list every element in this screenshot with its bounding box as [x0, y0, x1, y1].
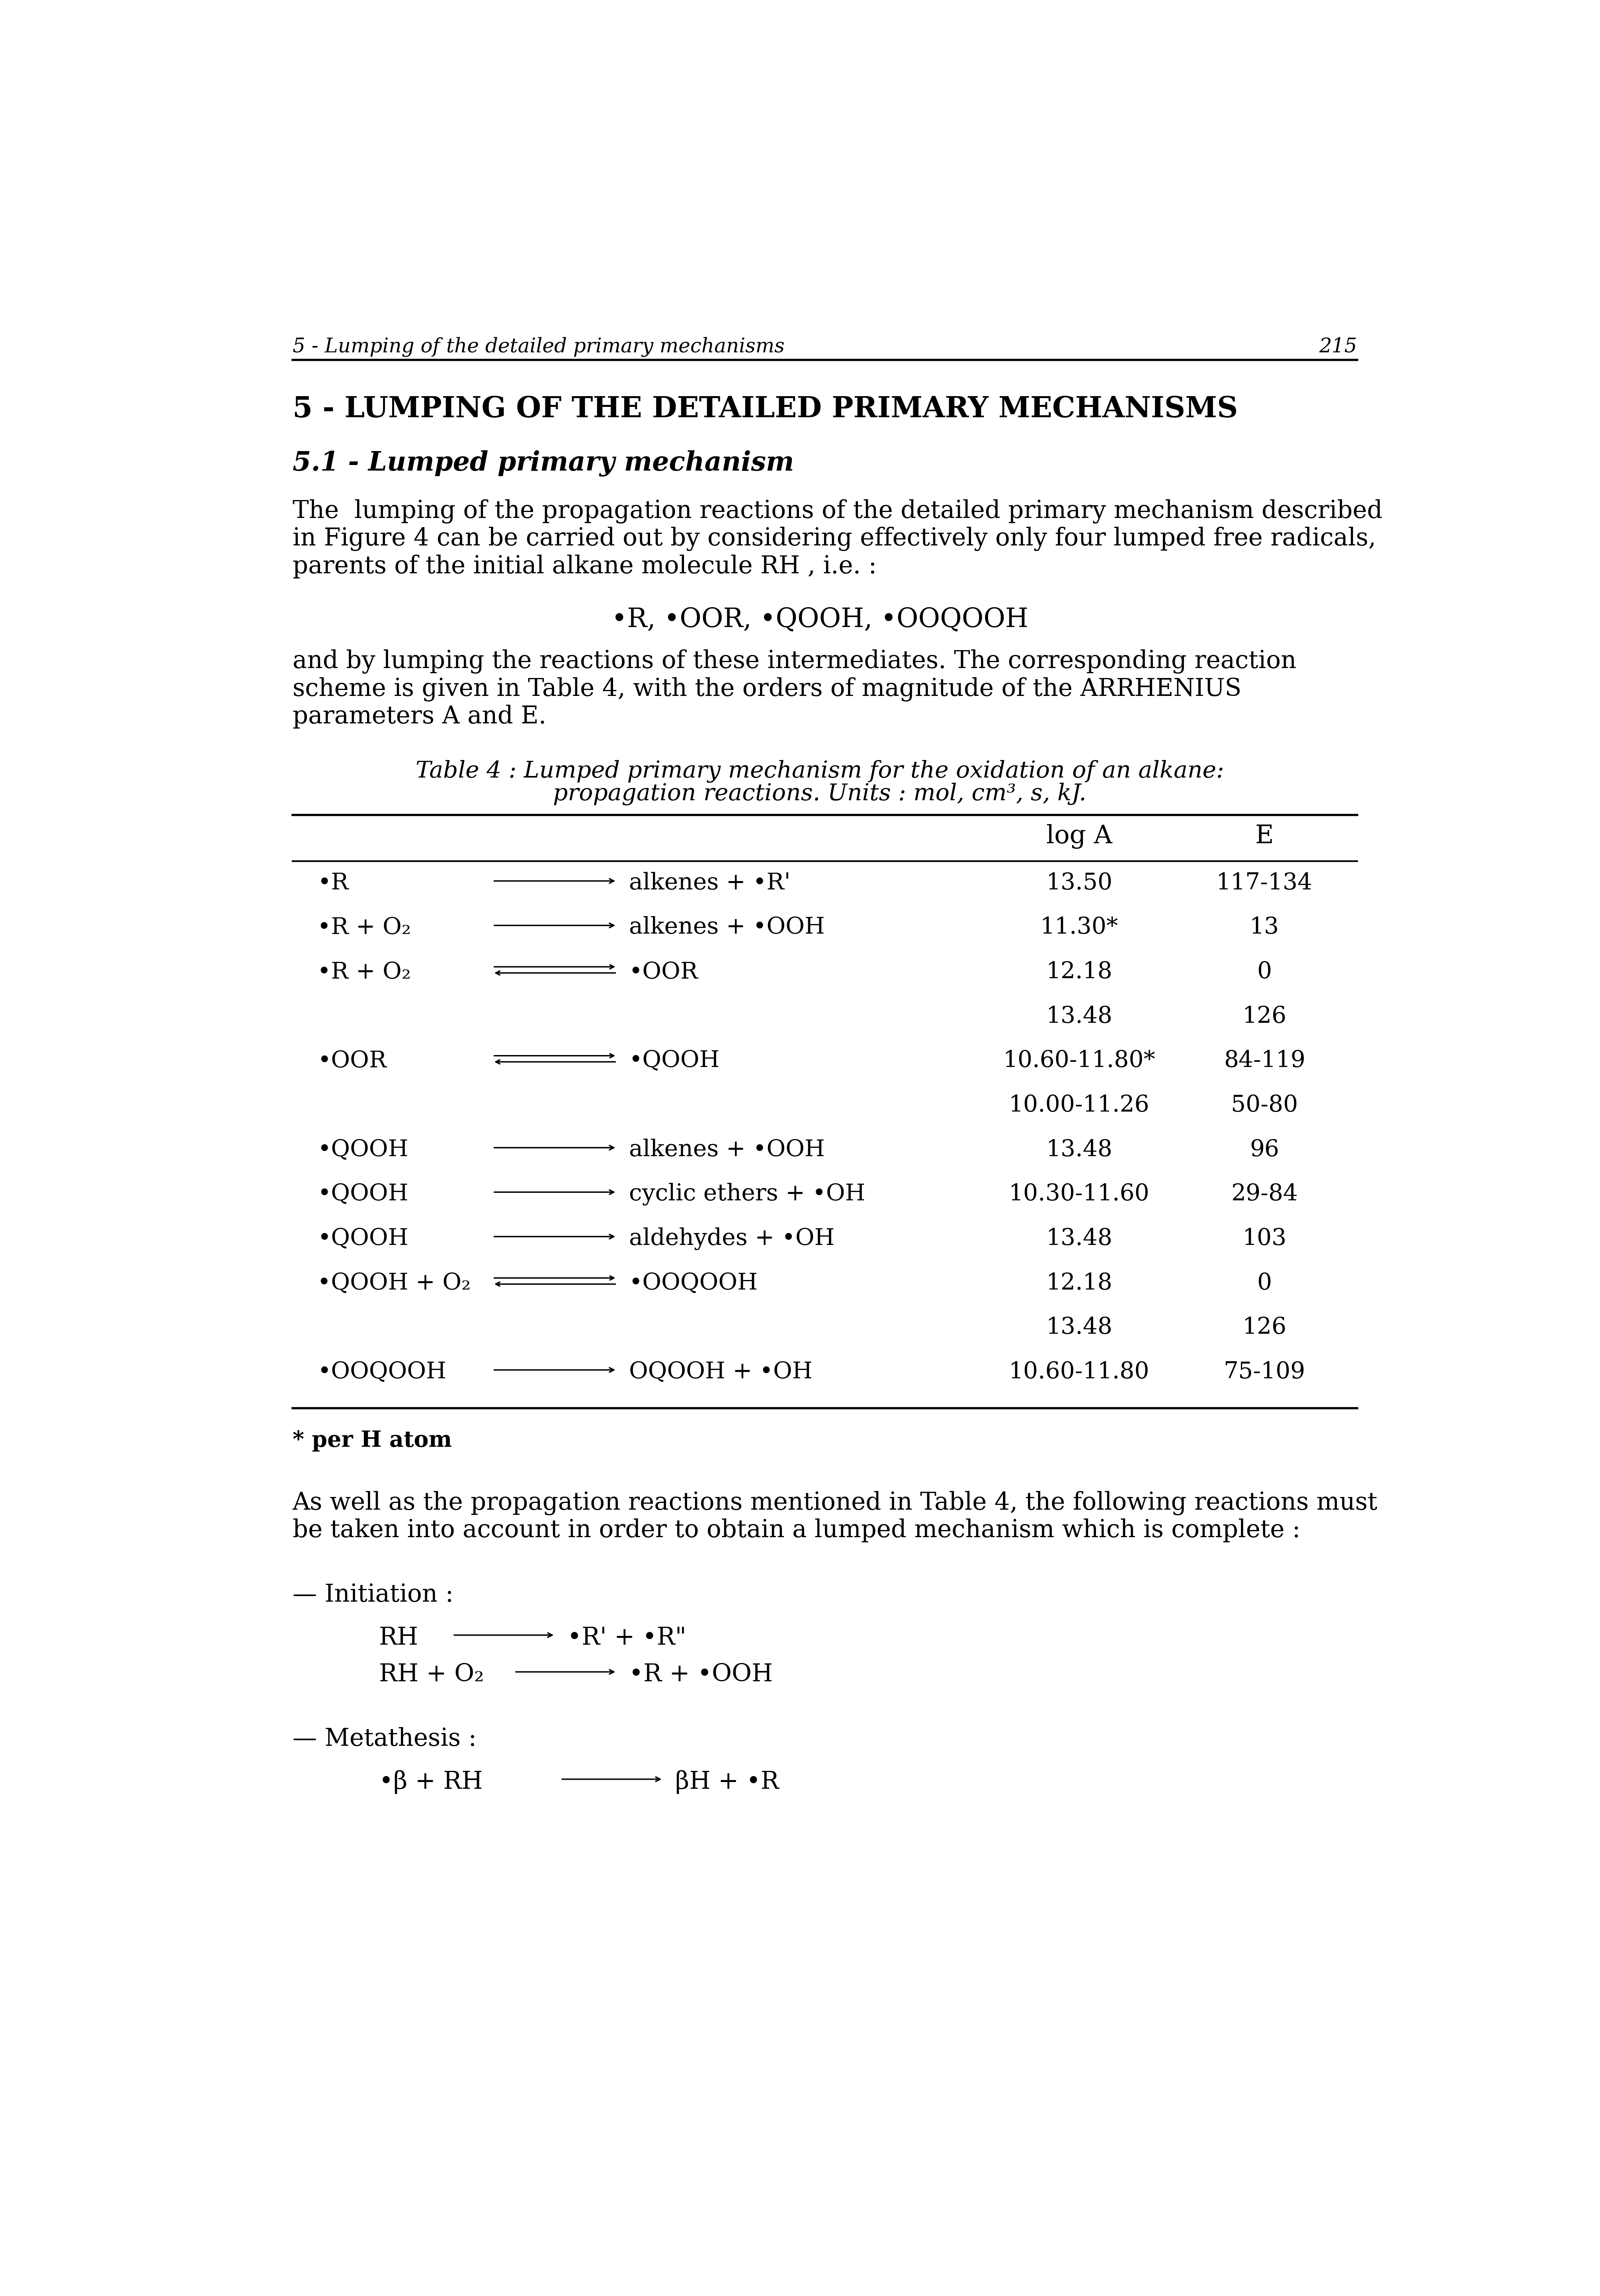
Text: 96: 96	[1250, 1139, 1278, 1162]
Text: 103: 103	[1242, 1228, 1286, 1249]
Text: scheme is given in Table 4, with the orders of magnitude of the ARRHENIUS: scheme is given in Table 4, with the ord…	[293, 677, 1242, 700]
Text: — Metathesis :: — Metathesis :	[293, 1727, 477, 1752]
Text: 13.50: 13.50	[1046, 872, 1112, 893]
Text: cyclic ethers + •OH: cyclic ethers + •OH	[629, 1182, 866, 1205]
Text: •R + O₂: •R + O₂	[317, 960, 411, 983]
Text: 117-134: 117-134	[1216, 872, 1312, 893]
Text: 126: 126	[1242, 1316, 1286, 1339]
Text: As well as the propagation reactions mentioned in Table 4, the following reactio: As well as the propagation reactions men…	[293, 1490, 1378, 1515]
Text: •QOOH: •QOOH	[629, 1049, 720, 1072]
Text: 215: 215	[1318, 338, 1357, 356]
Text: The  lumping of the propagation reactions of the detailed primary mechanism desc: The lumping of the propagation reactions…	[293, 498, 1382, 523]
Text: •OOR: •OOR	[317, 1049, 387, 1072]
Text: •QOOH: •QOOH	[317, 1228, 408, 1249]
Text: 11.30*: 11.30*	[1040, 916, 1118, 939]
Text: RH + O₂: RH + O₂	[379, 1662, 483, 1688]
Text: 12.18: 12.18	[1046, 1272, 1112, 1295]
Text: RH: RH	[379, 1626, 419, 1651]
Text: 126: 126	[1242, 1006, 1286, 1026]
Text: 50-80: 50-80	[1230, 1093, 1298, 1116]
Text: 10.60-11.80: 10.60-11.80	[1010, 1362, 1150, 1382]
Text: 13: 13	[1250, 916, 1280, 939]
Text: in Figure 4 can be carried out by considering effectively only four lumped free : in Figure 4 can be carried out by consid…	[293, 526, 1376, 551]
Text: 13.48: 13.48	[1046, 1228, 1112, 1249]
Text: 5.1 - Lumped primary mechanism: 5.1 - Lumped primary mechanism	[293, 450, 794, 478]
Text: and by lumping the reactions of these intermediates. The corresponding reaction: and by lumping the reactions of these in…	[293, 650, 1296, 673]
Text: — Initiation :: — Initiation :	[293, 1582, 453, 1607]
Text: •R: •R	[317, 872, 349, 893]
Text: •OOQOOH: •OOQOOH	[629, 1272, 758, 1295]
Text: E: E	[1254, 824, 1274, 850]
Text: •QOOH: •QOOH	[317, 1139, 408, 1162]
Text: 10.60-11.80*: 10.60-11.80*	[1003, 1049, 1155, 1072]
Text: propagation reactions. Units : mol, cm³, s, kJ.: propagation reactions. Units : mol, cm³,…	[554, 783, 1086, 806]
Text: 13.48: 13.48	[1046, 1006, 1112, 1026]
Text: 10.00-11.26: 10.00-11.26	[1010, 1093, 1150, 1116]
Text: alkenes + •OOH: alkenes + •OOH	[629, 916, 824, 939]
Text: be taken into account in order to obtain a lumped mechanism which is complete :: be taken into account in order to obtain…	[293, 1518, 1301, 1543]
Text: Table 4 : Lumped primary mechanism for the oxidation of an alkane:: Table 4 : Lumped primary mechanism for t…	[416, 760, 1224, 783]
Text: 84-119: 84-119	[1224, 1049, 1306, 1072]
Text: •QOOH: •QOOH	[317, 1182, 408, 1205]
Text: 29-84: 29-84	[1230, 1182, 1298, 1205]
Text: OQOOH + •OH: OQOOH + •OH	[629, 1362, 813, 1382]
Text: 12.18: 12.18	[1046, 960, 1112, 983]
Text: •β + RH: •β + RH	[379, 1770, 483, 1793]
Text: alkenes + •R': alkenes + •R'	[629, 872, 790, 893]
Text: 0: 0	[1258, 1272, 1272, 1295]
Text: 10.30-11.60: 10.30-11.60	[1010, 1182, 1150, 1205]
Text: •R + O₂: •R + O₂	[317, 916, 411, 939]
Text: 13.48: 13.48	[1046, 1316, 1112, 1339]
Text: •QOOH + O₂: •QOOH + O₂	[317, 1272, 470, 1295]
Text: •R, •OOR, •QOOH, •OOQOOH: •R, •OOR, •QOOH, •OOQOOH	[611, 606, 1029, 634]
Text: aldehydes + •OH: aldehydes + •OH	[629, 1228, 835, 1249]
Text: 0: 0	[1258, 960, 1272, 983]
Text: 5 - Lumping of the detailed primary mechanisms: 5 - Lumping of the detailed primary mech…	[293, 338, 784, 356]
Text: 5 - LUMPING OF THE DETAILED PRIMARY MECHANISMS: 5 - LUMPING OF THE DETAILED PRIMARY MECH…	[293, 395, 1238, 422]
Text: •OOQOOH: •OOQOOH	[317, 1362, 446, 1382]
Text: 75-109: 75-109	[1224, 1362, 1306, 1382]
Text: •R + •OOH: •R + •OOH	[629, 1662, 773, 1688]
Text: alkenes + •OOH: alkenes + •OOH	[629, 1139, 824, 1162]
Text: •OOR: •OOR	[629, 960, 698, 983]
Text: log A: log A	[1046, 824, 1112, 850]
Text: * per H atom: * per H atom	[293, 1430, 451, 1451]
Text: 13.48: 13.48	[1046, 1139, 1112, 1162]
Text: •R' + •R": •R' + •R"	[566, 1626, 686, 1651]
Text: parameters A and E.: parameters A and E.	[293, 705, 546, 728]
Text: parents of the initial alkane molecule RH , i.e. :: parents of the initial alkane molecule R…	[293, 556, 877, 579]
Text: βH + •R: βH + •R	[675, 1770, 779, 1793]
